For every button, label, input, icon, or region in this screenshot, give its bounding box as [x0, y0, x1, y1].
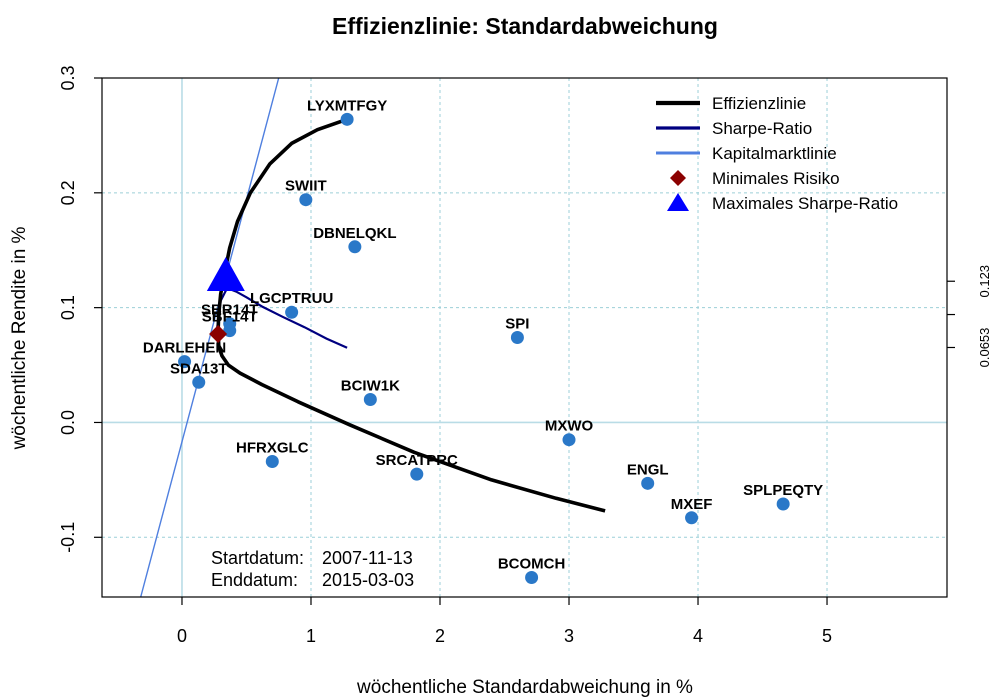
- min-risk-marker: [209, 325, 228, 344]
- y-tick-label: 0.3: [58, 65, 78, 90]
- date-annotations: Startdatum: 2007-11-13 Enddatum: 2015-03-03: [211, 548, 414, 590]
- plot-frame: [101, 77, 948, 598]
- annotation-label: Enddatum:: [211, 570, 298, 590]
- legend-label: Maximales Sharpe-Ratio: [712, 194, 898, 213]
- y-axis-label: wöchentliche Rendite in %: [9, 226, 30, 450]
- max-sharpe-marker: [206, 256, 245, 291]
- x-tick-label: 4: [693, 626, 703, 646]
- sharpe-ratio-line: [215, 286, 348, 349]
- data-point: [776, 497, 790, 511]
- point-label: DARLEHEN: [143, 340, 226, 357]
- data-point: [510, 331, 524, 344]
- legend-label: Minimales Risiko: [712, 169, 840, 188]
- point-label: SPI: [505, 316, 529, 333]
- x-tick-label: 3: [564, 626, 574, 646]
- legend-label: Kapitalmarktlinie: [712, 144, 837, 163]
- data-point: [285, 305, 299, 319]
- point-label: ENGL: [627, 461, 669, 478]
- y-tick-label: 0.2: [58, 180, 78, 205]
- legend-label: Effizienzlinie: [712, 94, 806, 113]
- point-label: LGCPTRUU: [250, 290, 333, 307]
- data-point: [363, 393, 377, 407]
- annotation-value: 2015-03-03: [322, 570, 414, 590]
- point-label: BCOMCH: [498, 555, 566, 572]
- point-label: SRCATPRC: [376, 452, 458, 469]
- point-label: SBF14T: [202, 309, 258, 326]
- x-axis-label: wöchentliche Standardabweichung in %: [356, 677, 693, 698]
- x-tick-label: 5: [822, 626, 832, 646]
- annotation-label: Startdatum:: [211, 548, 304, 568]
- data-point: [641, 476, 655, 490]
- right-tick-label: 0.0653: [977, 328, 992, 368]
- legend-swatch-diamond: [670, 170, 686, 186]
- point-label: MXEF: [671, 496, 713, 513]
- legend: Effizienzlinie Sharpe-Ratio Kapitalmarktli…: [656, 94, 898, 213]
- data-point: [525, 570, 539, 584]
- point-label: SPLPEQTY: [743, 482, 823, 499]
- y-tick-label: 0.0: [58, 410, 78, 435]
- data-point: [340, 112, 354, 126]
- point-label: HFRXGLC: [236, 440, 309, 457]
- point-label: SBR14T: [201, 302, 259, 319]
- data-point: [562, 433, 576, 447]
- point-label: BCIW1K: [341, 378, 400, 395]
- point-label: SWIIT: [285, 178, 327, 195]
- data-point: [265, 455, 279, 469]
- x-tick-label: 1: [306, 626, 316, 646]
- data-point: [685, 511, 699, 525]
- data-point: [178, 355, 192, 369]
- capital-market-line: [140, 78, 280, 597]
- data-point: [192, 375, 206, 389]
- point-label: LYXMTFGY: [307, 97, 387, 114]
- x-tick-label: 2: [435, 626, 445, 646]
- x-tick-label: 0: [177, 626, 187, 646]
- y-tick-label: -0.1: [58, 522, 78, 553]
- data-point: [348, 240, 362, 254]
- right-tick-label: 0.123: [977, 265, 992, 298]
- y-tick-label: 0.1: [58, 295, 78, 320]
- point-label: DBNELQKL: [313, 225, 396, 242]
- data-point: [410, 467, 424, 481]
- point-label: SDA13T: [170, 360, 228, 377]
- data-point: [299, 193, 313, 207]
- special-markers: [206, 256, 245, 344]
- legend-swatch-triangle: [667, 193, 689, 211]
- axes: 0 1 2 3 4 5 -0.1 0.0 0.1 0.2 0.3 0.0653 0.123: [58, 65, 992, 646]
- data-points: LYXMTFGY SWIIT DBNELQKL LGCPTRUUSBR14TSBF14…: [143, 97, 823, 584]
- chart-lines: [140, 78, 606, 597]
- legend-label: Sharpe-Ratio: [712, 119, 812, 138]
- annotation-value: 2007-11-13: [322, 548, 413, 568]
- chart-title: Effizienzlinie: Standardabweichung: [332, 13, 718, 39]
- point-label: MXWO: [545, 418, 594, 435]
